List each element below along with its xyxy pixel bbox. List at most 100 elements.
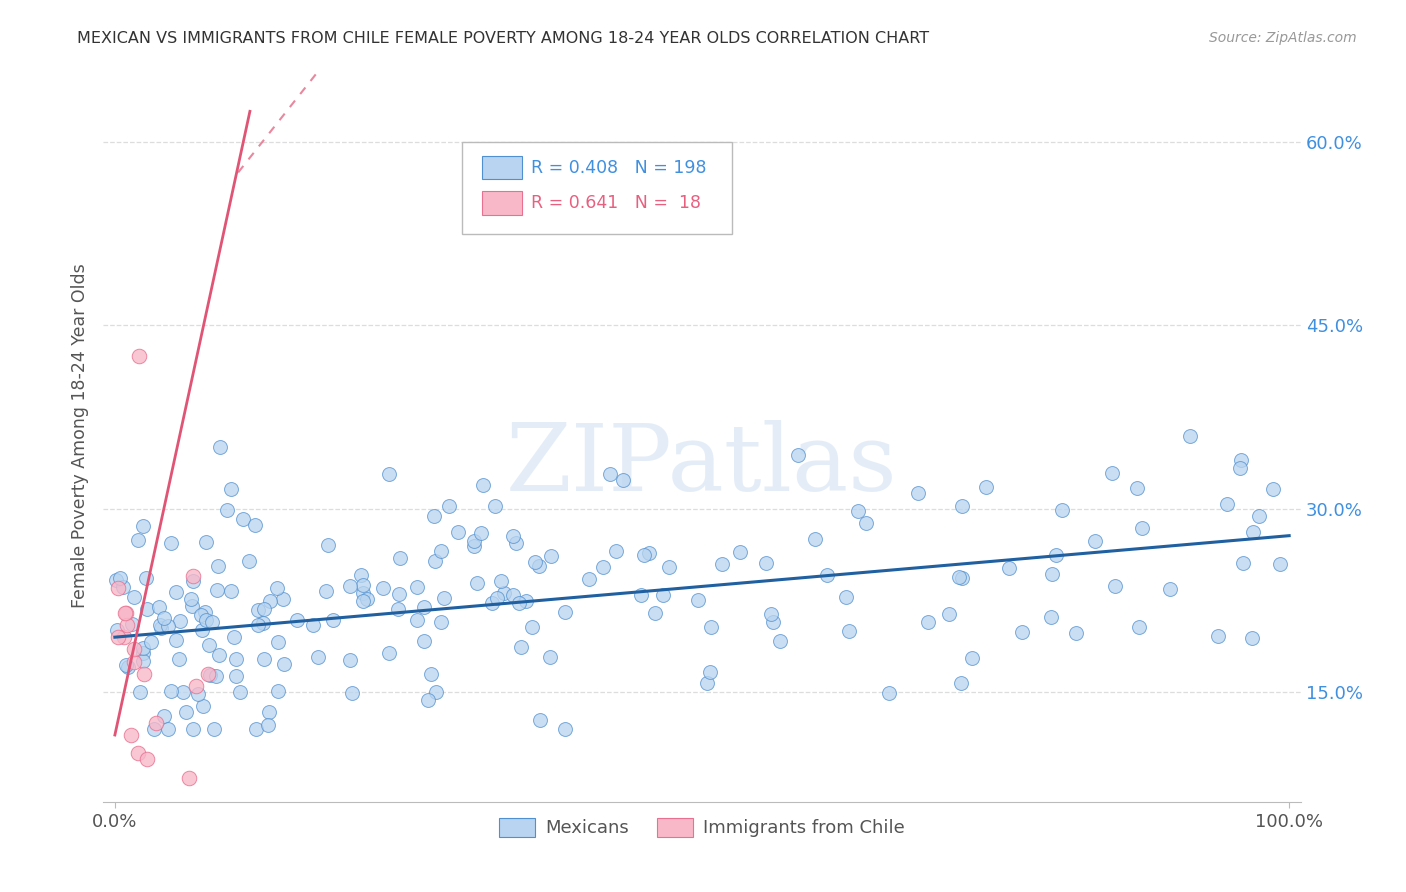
Point xyxy=(160,684,183,698)
Text: MEXICAN VS IMMIGRANTS FROM CHILE FEMALE POVERTY AMONG 18-24 YEAR OLDS CORRELATIO: MEXICAN VS IMMIGRANTS FROM CHILE FEMALE … xyxy=(77,31,929,46)
Point xyxy=(225,668,247,682)
Point xyxy=(527,559,550,574)
Point xyxy=(1263,482,1285,496)
Point xyxy=(658,559,681,574)
Point xyxy=(157,619,180,633)
Point xyxy=(759,607,782,622)
Point xyxy=(352,586,374,600)
Point xyxy=(1229,460,1251,475)
Point xyxy=(132,654,155,668)
Point xyxy=(165,633,187,648)
Point xyxy=(1040,610,1063,624)
Point xyxy=(141,635,163,649)
Point xyxy=(769,634,792,648)
Point xyxy=(554,605,576,619)
Text: R = 0.641   N =  18: R = 0.641 N = 18 xyxy=(530,194,700,211)
Point xyxy=(838,624,860,639)
Point xyxy=(529,713,551,727)
Y-axis label: Female Poverty Among 18-24 Year Olds: Female Poverty Among 18-24 Year Olds xyxy=(72,263,89,607)
Point xyxy=(437,499,460,513)
Point xyxy=(238,554,260,568)
Point xyxy=(174,706,197,720)
Point xyxy=(149,618,172,632)
Point xyxy=(907,486,929,500)
Point xyxy=(877,686,900,700)
Point xyxy=(225,651,247,665)
Point xyxy=(803,532,825,546)
Point xyxy=(524,555,547,569)
Point xyxy=(266,581,288,595)
Point xyxy=(378,467,401,481)
Point xyxy=(554,722,576,736)
Point xyxy=(229,685,252,699)
Legend: Mexicans, Immigrants from Chile: Mexicans, Immigrants from Chile xyxy=(492,811,912,845)
Point xyxy=(711,558,734,572)
Point xyxy=(204,669,226,683)
Point xyxy=(132,666,155,681)
Point xyxy=(373,581,395,595)
Point xyxy=(339,579,361,593)
Point xyxy=(489,574,512,589)
Point xyxy=(998,561,1021,575)
Point xyxy=(132,519,155,533)
Point xyxy=(472,478,495,492)
Point xyxy=(762,615,785,630)
Point xyxy=(447,525,470,540)
Point xyxy=(187,687,209,701)
Point xyxy=(418,693,440,707)
Point xyxy=(245,722,267,736)
Point xyxy=(190,608,212,623)
Point xyxy=(352,593,374,607)
Point xyxy=(194,534,217,549)
Point xyxy=(232,512,254,526)
FancyBboxPatch shape xyxy=(482,191,523,215)
Point xyxy=(107,630,129,644)
Point xyxy=(950,571,973,585)
Point xyxy=(1064,625,1087,640)
Point xyxy=(502,588,524,602)
Point xyxy=(219,584,242,599)
Point xyxy=(107,581,129,595)
Point xyxy=(136,752,159,766)
Point xyxy=(127,533,149,547)
Point xyxy=(247,618,270,632)
Point xyxy=(115,606,138,620)
Point xyxy=(191,623,214,637)
Point xyxy=(1128,620,1150,634)
Point xyxy=(540,549,562,564)
Point xyxy=(181,574,204,588)
Point xyxy=(938,607,960,621)
Point xyxy=(156,722,179,736)
Point xyxy=(349,568,371,582)
Point xyxy=(502,529,524,543)
Point xyxy=(484,500,506,514)
Point xyxy=(1011,624,1033,639)
Point xyxy=(257,718,280,732)
Point xyxy=(198,667,221,681)
Point xyxy=(948,569,970,583)
Point xyxy=(128,349,150,363)
Point xyxy=(1232,556,1254,570)
Point xyxy=(208,648,231,662)
Point xyxy=(950,499,973,513)
Point xyxy=(1178,429,1201,443)
Text: R = 0.408   N = 198: R = 0.408 N = 198 xyxy=(530,159,706,177)
Point xyxy=(1241,631,1264,645)
Point xyxy=(165,585,187,599)
Point xyxy=(638,546,661,560)
Point xyxy=(1132,521,1154,535)
Point xyxy=(388,550,411,565)
Point xyxy=(1125,481,1147,495)
Point xyxy=(127,747,149,761)
Point xyxy=(651,588,673,602)
Point xyxy=(463,539,485,553)
Point xyxy=(131,641,153,656)
Point xyxy=(186,679,208,693)
Point xyxy=(117,659,139,673)
Point xyxy=(1050,503,1073,517)
Point xyxy=(1216,497,1239,511)
Point xyxy=(1040,567,1063,582)
Point xyxy=(245,517,267,532)
Point xyxy=(848,504,870,518)
Text: ZIPatlas: ZIPatlas xyxy=(506,420,898,509)
